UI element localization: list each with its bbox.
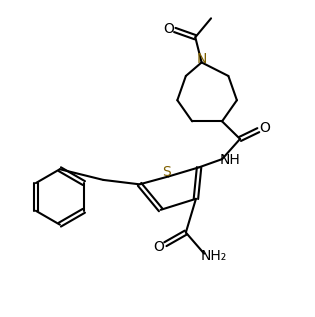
Text: S: S — [163, 165, 171, 179]
Text: NH: NH — [219, 153, 240, 167]
Text: O: O — [153, 240, 164, 254]
Text: N: N — [197, 52, 207, 66]
Text: O: O — [163, 23, 174, 36]
Text: NH₂: NH₂ — [200, 249, 227, 262]
Text: O: O — [259, 121, 270, 135]
